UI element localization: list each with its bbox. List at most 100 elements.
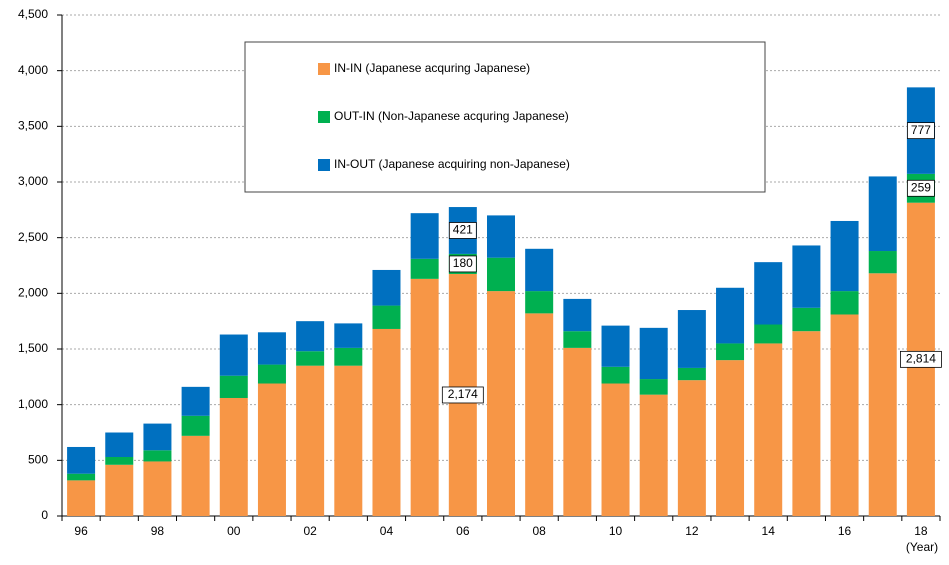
bar-segment <box>105 464 134 516</box>
y-tick-label: 3,000 <box>18 174 48 188</box>
bar-segment <box>334 347 363 366</box>
bar-segment <box>868 251 897 274</box>
bar-segment <box>257 364 286 384</box>
value-label: 421 <box>453 223 473 237</box>
bar-segment <box>372 328 401 516</box>
bar-segment <box>563 347 592 516</box>
legend-label: OUT-IN (Non-Japanese acquring Japanese) <box>334 109 569 123</box>
bar-segment <box>601 383 630 516</box>
y-tick-label: 4,500 <box>18 7 48 21</box>
bar-segment <box>754 324 783 344</box>
bar-segment <box>487 215 515 258</box>
bar-segment <box>410 213 439 259</box>
bar-segment <box>601 366 630 384</box>
bar-segment <box>639 394 668 516</box>
bar-segment <box>296 351 325 366</box>
bar-segment <box>257 332 286 365</box>
x-tick-label: 08 <box>532 524 546 538</box>
bar-segment <box>525 248 554 292</box>
value-label-box <box>907 179 935 197</box>
x-axis-label: (Year) <box>906 540 938 554</box>
bar-segment <box>792 331 821 516</box>
bar-segment <box>525 313 554 516</box>
y-tick-label: 2,500 <box>18 230 48 244</box>
bar-segment <box>677 380 706 516</box>
bar-segment <box>143 423 172 451</box>
bar-segment <box>181 415 210 436</box>
bar-segment <box>105 456 134 465</box>
value-label: 2,814 <box>906 352 936 366</box>
bar-segment <box>67 480 96 516</box>
y-tick-label: 0 <box>41 508 48 522</box>
legend-swatch <box>318 63 330 75</box>
bar-segment <box>372 305 401 329</box>
bar-segment <box>296 321 325 352</box>
x-tick-label: 10 <box>609 524 623 538</box>
legend-swatch <box>318 159 330 171</box>
bar-segment <box>219 375 248 398</box>
bar-segment <box>143 461 172 516</box>
bar-segment <box>257 383 286 516</box>
bar-segment <box>181 386 210 416</box>
bar-segment <box>372 269 401 306</box>
value-label-box <box>441 386 484 404</box>
bar-segment <box>868 273 897 516</box>
bar-segment <box>677 310 706 368</box>
bar-segment <box>639 327 668 380</box>
bar-segment <box>830 314 859 516</box>
bar-segment <box>868 176 897 252</box>
bar-segment <box>487 257 515 292</box>
value-label-box <box>448 255 477 273</box>
x-tick-label: 96 <box>74 524 88 538</box>
legend-label: IN-IN (Japanese acquring Japanese) <box>334 61 530 75</box>
bar-segment <box>334 323 363 348</box>
bar-segment <box>601 325 630 367</box>
y-tick-label: 3,500 <box>18 119 48 133</box>
value-label-box <box>448 222 477 239</box>
x-tick-label: 06 <box>456 524 470 538</box>
bar-segment <box>563 331 592 348</box>
legend <box>244 41 766 193</box>
bar-segment <box>105 432 134 457</box>
bar-segment <box>410 258 439 279</box>
bar-segment <box>716 287 745 344</box>
value-label: 2,174 <box>448 387 478 401</box>
y-tick-label: 1,500 <box>18 341 48 355</box>
y-tick-label: 500 <box>28 453 48 467</box>
value-label: 180 <box>453 256 473 270</box>
bar-segment <box>792 245 821 308</box>
bar-segment <box>639 379 668 395</box>
bar-segment <box>181 435 210 516</box>
bar-segment <box>219 397 248 516</box>
bar-segment <box>487 291 515 516</box>
bar-segment <box>754 343 783 516</box>
bar-segment <box>754 262 783 325</box>
legend-label: IN-OUT (Japanese acquiring non-Japanese) <box>334 157 570 171</box>
bar-segment <box>792 307 821 332</box>
bar-segment <box>296 365 325 516</box>
bar-segment <box>410 278 439 516</box>
x-tick-label: 04 <box>380 524 394 538</box>
x-tick-label: 18 <box>914 524 928 538</box>
x-tick-label: 00 <box>227 524 241 538</box>
x-tick-label: 14 <box>762 524 776 538</box>
bar-segment <box>716 360 745 516</box>
bar-segment <box>143 450 172 462</box>
x-tick-label: 98 <box>151 524 165 538</box>
y-tick-label: 2,000 <box>18 286 48 300</box>
bar-segment <box>67 473 96 481</box>
bar-segment <box>830 291 859 315</box>
bar-segment <box>67 446 96 474</box>
value-label-box <box>907 122 935 140</box>
x-tick-label: 16 <box>838 524 852 538</box>
bar-segment <box>334 365 363 516</box>
legend-swatch <box>318 111 330 123</box>
bar-segment <box>830 220 859 292</box>
bar-segment <box>219 334 248 376</box>
y-tick-label: 4,000 <box>18 63 48 77</box>
bar-segment <box>677 367 706 381</box>
x-tick-label: 12 <box>685 524 699 538</box>
bar-segment <box>563 298 592 332</box>
value-label: 777 <box>911 123 931 137</box>
